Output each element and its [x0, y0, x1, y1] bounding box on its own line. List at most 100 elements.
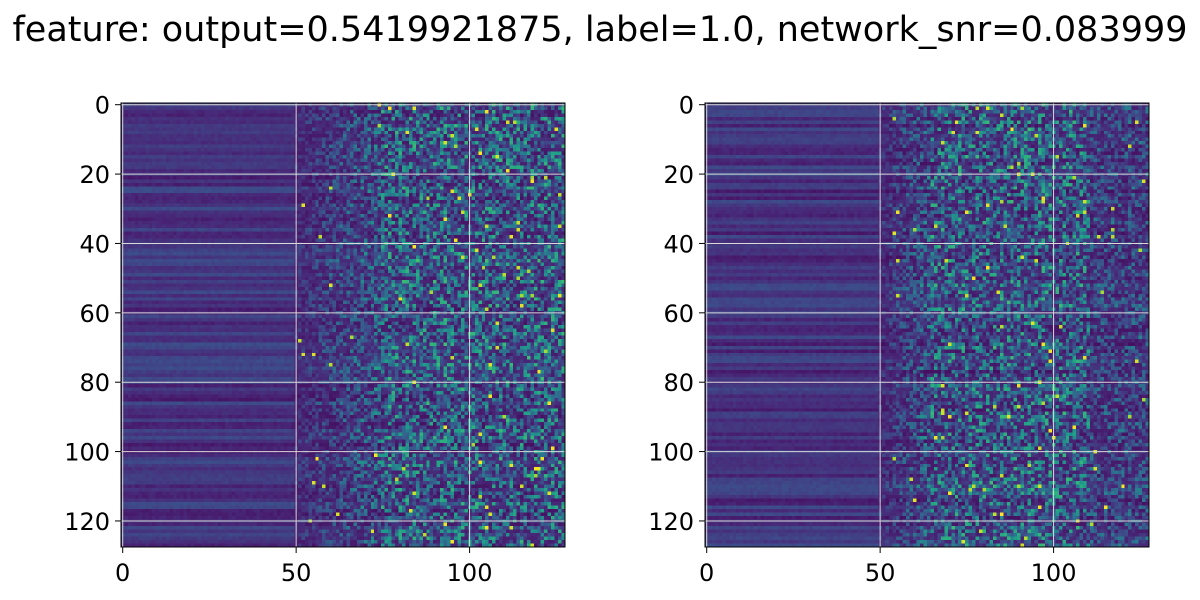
heatmap-cell — [145, 113, 149, 117]
heatmap-cell — [385, 113, 389, 117]
heatmap-cell — [464, 127, 468, 131]
heatmap-cell — [551, 110, 555, 114]
heatmap-cell — [444, 106, 448, 110]
heatmap-cell — [135, 124, 139, 128]
heatmap-cell — [381, 110, 385, 114]
heatmap-cell — [360, 120, 364, 124]
heatmap-cell — [364, 124, 368, 128]
heatmap-cell — [343, 110, 347, 114]
heatmap-cell — [229, 127, 233, 131]
heatmap-cell — [537, 110, 541, 114]
heatmap-cell — [350, 113, 354, 117]
heatmap-cell — [159, 120, 163, 124]
heatmap-cell — [374, 120, 378, 124]
heatmap-cell — [298, 117, 302, 121]
heatmap-cell — [489, 120, 493, 124]
heatmap-cell — [208, 124, 212, 128]
heatmap-cell — [229, 117, 233, 121]
heatmap-cell — [464, 124, 468, 128]
heatmap-cell — [218, 124, 222, 128]
heatmap-cell — [537, 117, 541, 121]
heatmap-cell — [527, 113, 531, 117]
heatmap-cell — [253, 113, 257, 117]
heatmap-cell — [329, 113, 333, 117]
heatmap-cell — [496, 120, 500, 124]
heatmap-cell — [489, 124, 493, 128]
heatmap-cell — [399, 120, 403, 124]
heatmap-cell — [454, 117, 458, 121]
heatmap-cell — [530, 110, 534, 114]
heatmap-cell — [329, 110, 333, 114]
heatmap-cell — [315, 127, 319, 131]
heatmap-cell — [222, 106, 226, 110]
heatmap-cell — [256, 113, 260, 117]
heatmap-cell — [350, 120, 354, 124]
heatmap-cell — [437, 113, 441, 117]
heatmap-cell — [478, 120, 482, 124]
heatmap-cell — [395, 113, 399, 117]
heatmap-cell — [478, 106, 482, 110]
heatmap-cell — [222, 127, 226, 131]
heatmap-cell — [281, 110, 285, 114]
heatmap-cell — [426, 117, 430, 121]
heatmap-cell — [555, 106, 559, 110]
heatmap-cell — [551, 127, 555, 131]
heatmap-cell — [149, 110, 153, 114]
heatmap-cell — [267, 120, 271, 124]
heatmap-cell — [457, 117, 461, 121]
heatmap-cell — [138, 124, 142, 128]
heatmap-cell — [284, 124, 288, 128]
heatmap-cell — [437, 127, 441, 131]
heatmap-cell — [173, 127, 177, 131]
heatmap-cell — [409, 127, 413, 131]
heatmap-cell — [367, 120, 371, 124]
heatmap-cell — [288, 127, 292, 131]
heatmap-cell — [520, 127, 524, 131]
heatmap-cell — [246, 124, 250, 128]
heatmap-cell — [138, 120, 142, 124]
heatmap-cell — [478, 124, 482, 128]
heatmap-cell — [315, 110, 319, 114]
heatmap-cell — [277, 124, 281, 128]
heatmap-cell — [170, 117, 174, 121]
heatmap-cell — [329, 127, 333, 131]
heatmap-cell — [197, 127, 201, 131]
heatmap-cell — [527, 124, 531, 128]
heatmap-cell — [225, 113, 229, 117]
heatmap-cell — [478, 117, 482, 121]
heatmap-cell — [145, 124, 149, 128]
heatmap-cell — [277, 113, 281, 117]
heatmap-cell — [346, 127, 350, 131]
heatmap-cell — [263, 106, 267, 110]
heatmap-cell — [235, 120, 239, 124]
heatmap-cell — [405, 117, 409, 121]
heatmap-cell — [229, 106, 233, 110]
heatmap-cell — [281, 127, 285, 131]
heatmap-cell — [308, 110, 312, 114]
heatmap-cell — [496, 117, 500, 121]
heatmap-cells — [121, 103, 565, 547]
heatmap-cell — [284, 106, 288, 110]
heatmap-cell — [371, 127, 375, 131]
heatmap-cell — [555, 120, 559, 124]
heatmap-cell — [329, 120, 333, 124]
heatmap-cell — [527, 127, 531, 131]
heatmap-cell — [170, 127, 174, 131]
heatmap-cell — [263, 124, 267, 128]
heatmap-cell — [423, 117, 427, 121]
heatmap-cell — [548, 120, 552, 124]
heatmap-cell — [444, 124, 448, 128]
heatmap-cell — [211, 113, 215, 117]
heatmap-cell — [249, 110, 253, 114]
heatmap-cell — [416, 127, 420, 131]
heatmap-cell — [253, 120, 257, 124]
heatmap-cell — [489, 113, 493, 117]
heatmap-cell — [399, 117, 403, 121]
heatmap-cell — [253, 106, 257, 110]
heatmap-cell — [416, 120, 420, 124]
heatmap-cell — [301, 106, 305, 110]
heatmap-cell — [149, 106, 153, 110]
heatmap-cell — [433, 124, 437, 128]
heatmap-cell — [405, 124, 409, 128]
